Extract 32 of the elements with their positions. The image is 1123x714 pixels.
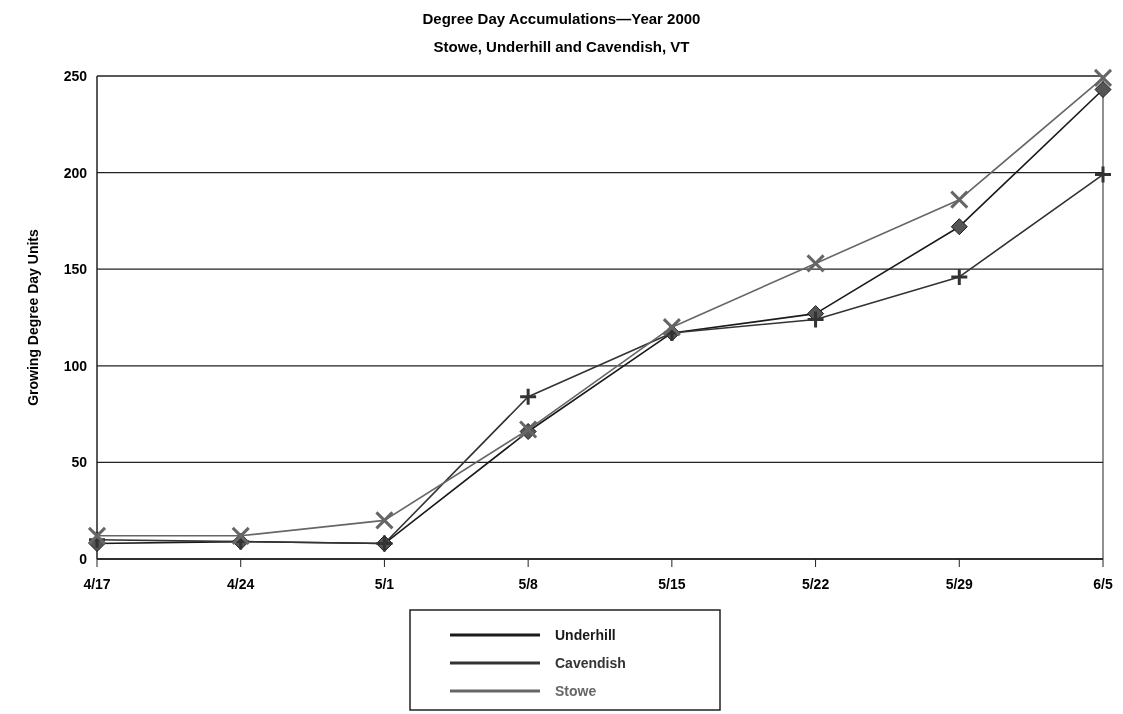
point — [949, 267, 969, 287]
chart-title: Degree Day Accumulations—Year 2000 — [422, 10, 701, 27]
y-tick-label: 50 — [71, 454, 88, 471]
chart-subtitle: Stowe, Underhill and Cavendish, VT — [433, 38, 690, 55]
point — [806, 253, 826, 273]
point — [662, 317, 682, 337]
y-tick-label: 200 — [63, 164, 88, 181]
x-tick-label: 6/5 — [1093, 576, 1113, 592]
y-tick-label: 0 — [79, 551, 88, 567]
x-tick-label: 4/24 — [227, 576, 255, 592]
text: Stowe — [555, 683, 597, 699]
point — [1093, 68, 1113, 88]
x-tick-label: 5/15 — [658, 576, 686, 592]
x-tick-label: 5/1 — [374, 576, 395, 592]
text: Underhill — [555, 627, 616, 643]
point — [949, 190, 969, 210]
point — [1094, 81, 1112, 99]
point — [374, 510, 394, 530]
y-tick-label: 150 — [63, 261, 88, 278]
point — [806, 309, 826, 329]
y-tick-label: 100 — [63, 357, 88, 374]
point — [231, 526, 251, 546]
x-tick-label: 4/17 — [83, 576, 111, 592]
x-tick-label: 5/8 — [518, 576, 539, 592]
text: Cavendish — [555, 655, 626, 671]
y-tick-label: 250 — [63, 68, 88, 84]
x-tick-label: 5/22 — [801, 576, 830, 592]
point — [518, 387, 538, 407]
point — [1093, 165, 1113, 185]
x-tick-label: 5/29 — [945, 576, 974, 592]
point — [950, 218, 968, 236]
y-axis-title: Growing Degree Day Units — [25, 228, 41, 406]
